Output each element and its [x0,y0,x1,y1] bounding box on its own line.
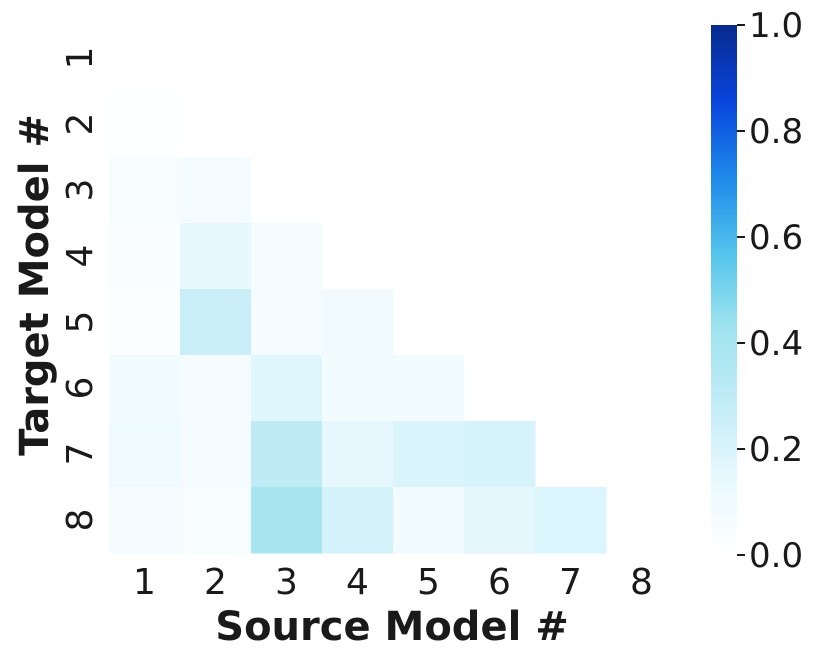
colorbar-tick-label: 0.0 [749,536,803,576]
x-tick-label: 2 [204,562,227,603]
y-tick-label: 3 [60,179,101,202]
heatmap-cell-r6-c5 [393,355,465,422]
heatmap-cell-r5-c1 [109,289,181,356]
colorbar-tick-label: 0.6 [749,218,803,258]
x-tick-label: 8 [630,562,653,603]
heatmap-cell-r2-c1 [109,91,181,158]
heatmap-cell-r6-c2 [180,355,252,422]
y-tick-label: 7 [60,443,101,466]
heatmap-cell-r8-c1 [109,487,181,554]
x-tick-label: 4 [346,562,369,603]
x-tick-label: 3 [275,562,298,603]
y-tick-label: 5 [60,311,101,334]
heatmap-cell-r4-c3 [251,223,323,290]
heatmap-cell-r8-c5 [393,487,465,554]
heatmap-cell-r6-c1 [109,355,181,422]
x-tick-label: 6 [488,562,511,603]
colorbar-ticks: 0.0 0.2 0.4 0.6 0.8 1.0 [737,6,803,576]
heatmap-cell-r8-c6 [464,487,536,554]
heatmap-cell-r7-c1 [109,421,181,488]
x-axis-label: Source Model # [215,604,568,650]
y-tick-label: 6 [60,377,101,400]
heatmap-cell-r8-c3 [251,487,323,554]
colorbar-tick-label: 1.0 [749,6,803,46]
heatmap-cell-r3-c1 [109,157,181,224]
colorbar-tick-label: 0.8 [749,112,803,152]
y-tick-label: 8 [60,509,101,532]
x-tick-label: 1 [133,562,156,603]
heatmap-cell-r3-c2 [180,157,252,224]
heatmap-cell-r5-c3 [251,289,323,356]
heatmap-cell-r8-c4 [322,487,394,554]
heatmap-cell-r6-c4 [322,355,394,422]
y-tick-labels: 1 2 3 4 5 6 7 8 [60,47,101,532]
heatmap-cells [109,91,607,554]
colorbar [711,25,737,555]
heatmap-cell-r8-c2 [180,487,252,554]
heatmap-cell-r7-c5 [393,421,465,488]
y-tick-label: 2 [60,113,101,136]
heatmap-cell-r7-c6 [464,421,536,488]
colorbar-tick-label: 0.2 [749,430,803,470]
heatmap-cell-r7-c4 [322,421,394,488]
heatmap-cell-r8-c7 [535,487,607,554]
x-tick-label: 7 [559,562,582,603]
heatmap-cell-r7-c3 [251,421,323,488]
y-tick-label: 4 [60,245,101,268]
heatmap-cell-r4-c1 [109,223,181,290]
x-tick-labels: 1 2 3 4 5 6 7 8 [133,562,653,603]
colorbar-tick-label: 0.4 [749,324,803,364]
y-tick-label: 1 [60,47,101,70]
heatmap-cell-r7-c2 [180,421,252,488]
heatmap-cell-r4-c2 [180,223,252,290]
x-tick-label: 5 [417,562,440,603]
heatmap-cell-r5-c4 [322,289,394,356]
y-axis-label: Target Model # [12,114,58,456]
heatmap-cell-r6-c3 [251,355,323,422]
heatmap-cell-r5-c2 [180,289,252,356]
